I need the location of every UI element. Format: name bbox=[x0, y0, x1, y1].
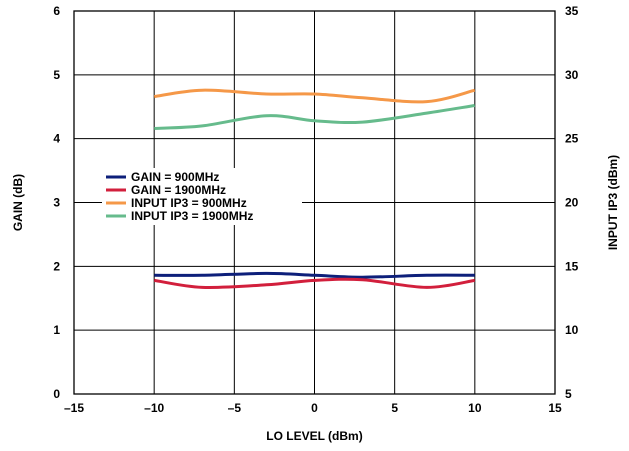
x-axis-title: LO LEVEL (dBm) bbox=[266, 429, 362, 443]
y-left-tick-label: 1 bbox=[53, 323, 60, 337]
y-left-tick-labels: 0 1 2 3 4 5 6 bbox=[53, 4, 60, 401]
x-tick-label: –5 bbox=[228, 401, 242, 415]
x-tick-label: 15 bbox=[548, 401, 562, 415]
plot-frame bbox=[73, 10, 556, 395]
grid bbox=[74, 11, 555, 394]
legend-background bbox=[102, 168, 302, 225]
y-right-tick-label: 15 bbox=[565, 259, 579, 273]
legend-label: GAIN = 900MHz bbox=[131, 170, 219, 184]
y-left-tick-label: 4 bbox=[53, 132, 60, 146]
x-tick-label: –15 bbox=[64, 401, 84, 415]
y-right-tick-label: 35 bbox=[565, 4, 579, 18]
y-left-tick-label: 3 bbox=[53, 196, 60, 210]
series-line-2 bbox=[153, 277, 476, 290]
y-left-tick-label: 2 bbox=[53, 259, 60, 273]
x-tick-labels: –15 –10 –5 0 5 10 15 bbox=[64, 401, 562, 415]
legend-label: INPUT IP3 = 900MHz bbox=[131, 196, 247, 210]
series-layer bbox=[153, 88, 476, 290]
y-left-tick-label: 6 bbox=[53, 4, 60, 18]
legend-label: INPUT IP3 = 1900MHz bbox=[131, 209, 253, 223]
y-left-tick-label: 0 bbox=[53, 387, 60, 401]
y-right-tick-label: 10 bbox=[565, 323, 579, 337]
y-right-tick-label: 5 bbox=[565, 387, 572, 401]
y-right-tick-label: 25 bbox=[565, 132, 579, 146]
x-tick-label: 5 bbox=[391, 401, 398, 415]
y-left-axis-title: GAIN (dB) bbox=[11, 174, 25, 231]
y-right-axis-title: INPUT IP3 (dBm) bbox=[606, 155, 620, 250]
x-tick-label: 0 bbox=[311, 401, 318, 415]
y-right-tick-label: 30 bbox=[565, 68, 579, 82]
series-line-3 bbox=[154, 88, 476, 104]
y-left-tick-label: 5 bbox=[53, 68, 60, 82]
series-line-1 bbox=[154, 271, 475, 279]
x-tick-label: 10 bbox=[468, 401, 482, 415]
legend-label: GAIN = 1900MHz bbox=[131, 183, 226, 197]
y-right-tick-labels: 5 10 15 20 25 30 35 bbox=[565, 4, 579, 401]
series-line-4 bbox=[154, 104, 476, 130]
x-tick-label: –10 bbox=[144, 401, 164, 415]
y-right-tick-label: 20 bbox=[565, 196, 579, 210]
